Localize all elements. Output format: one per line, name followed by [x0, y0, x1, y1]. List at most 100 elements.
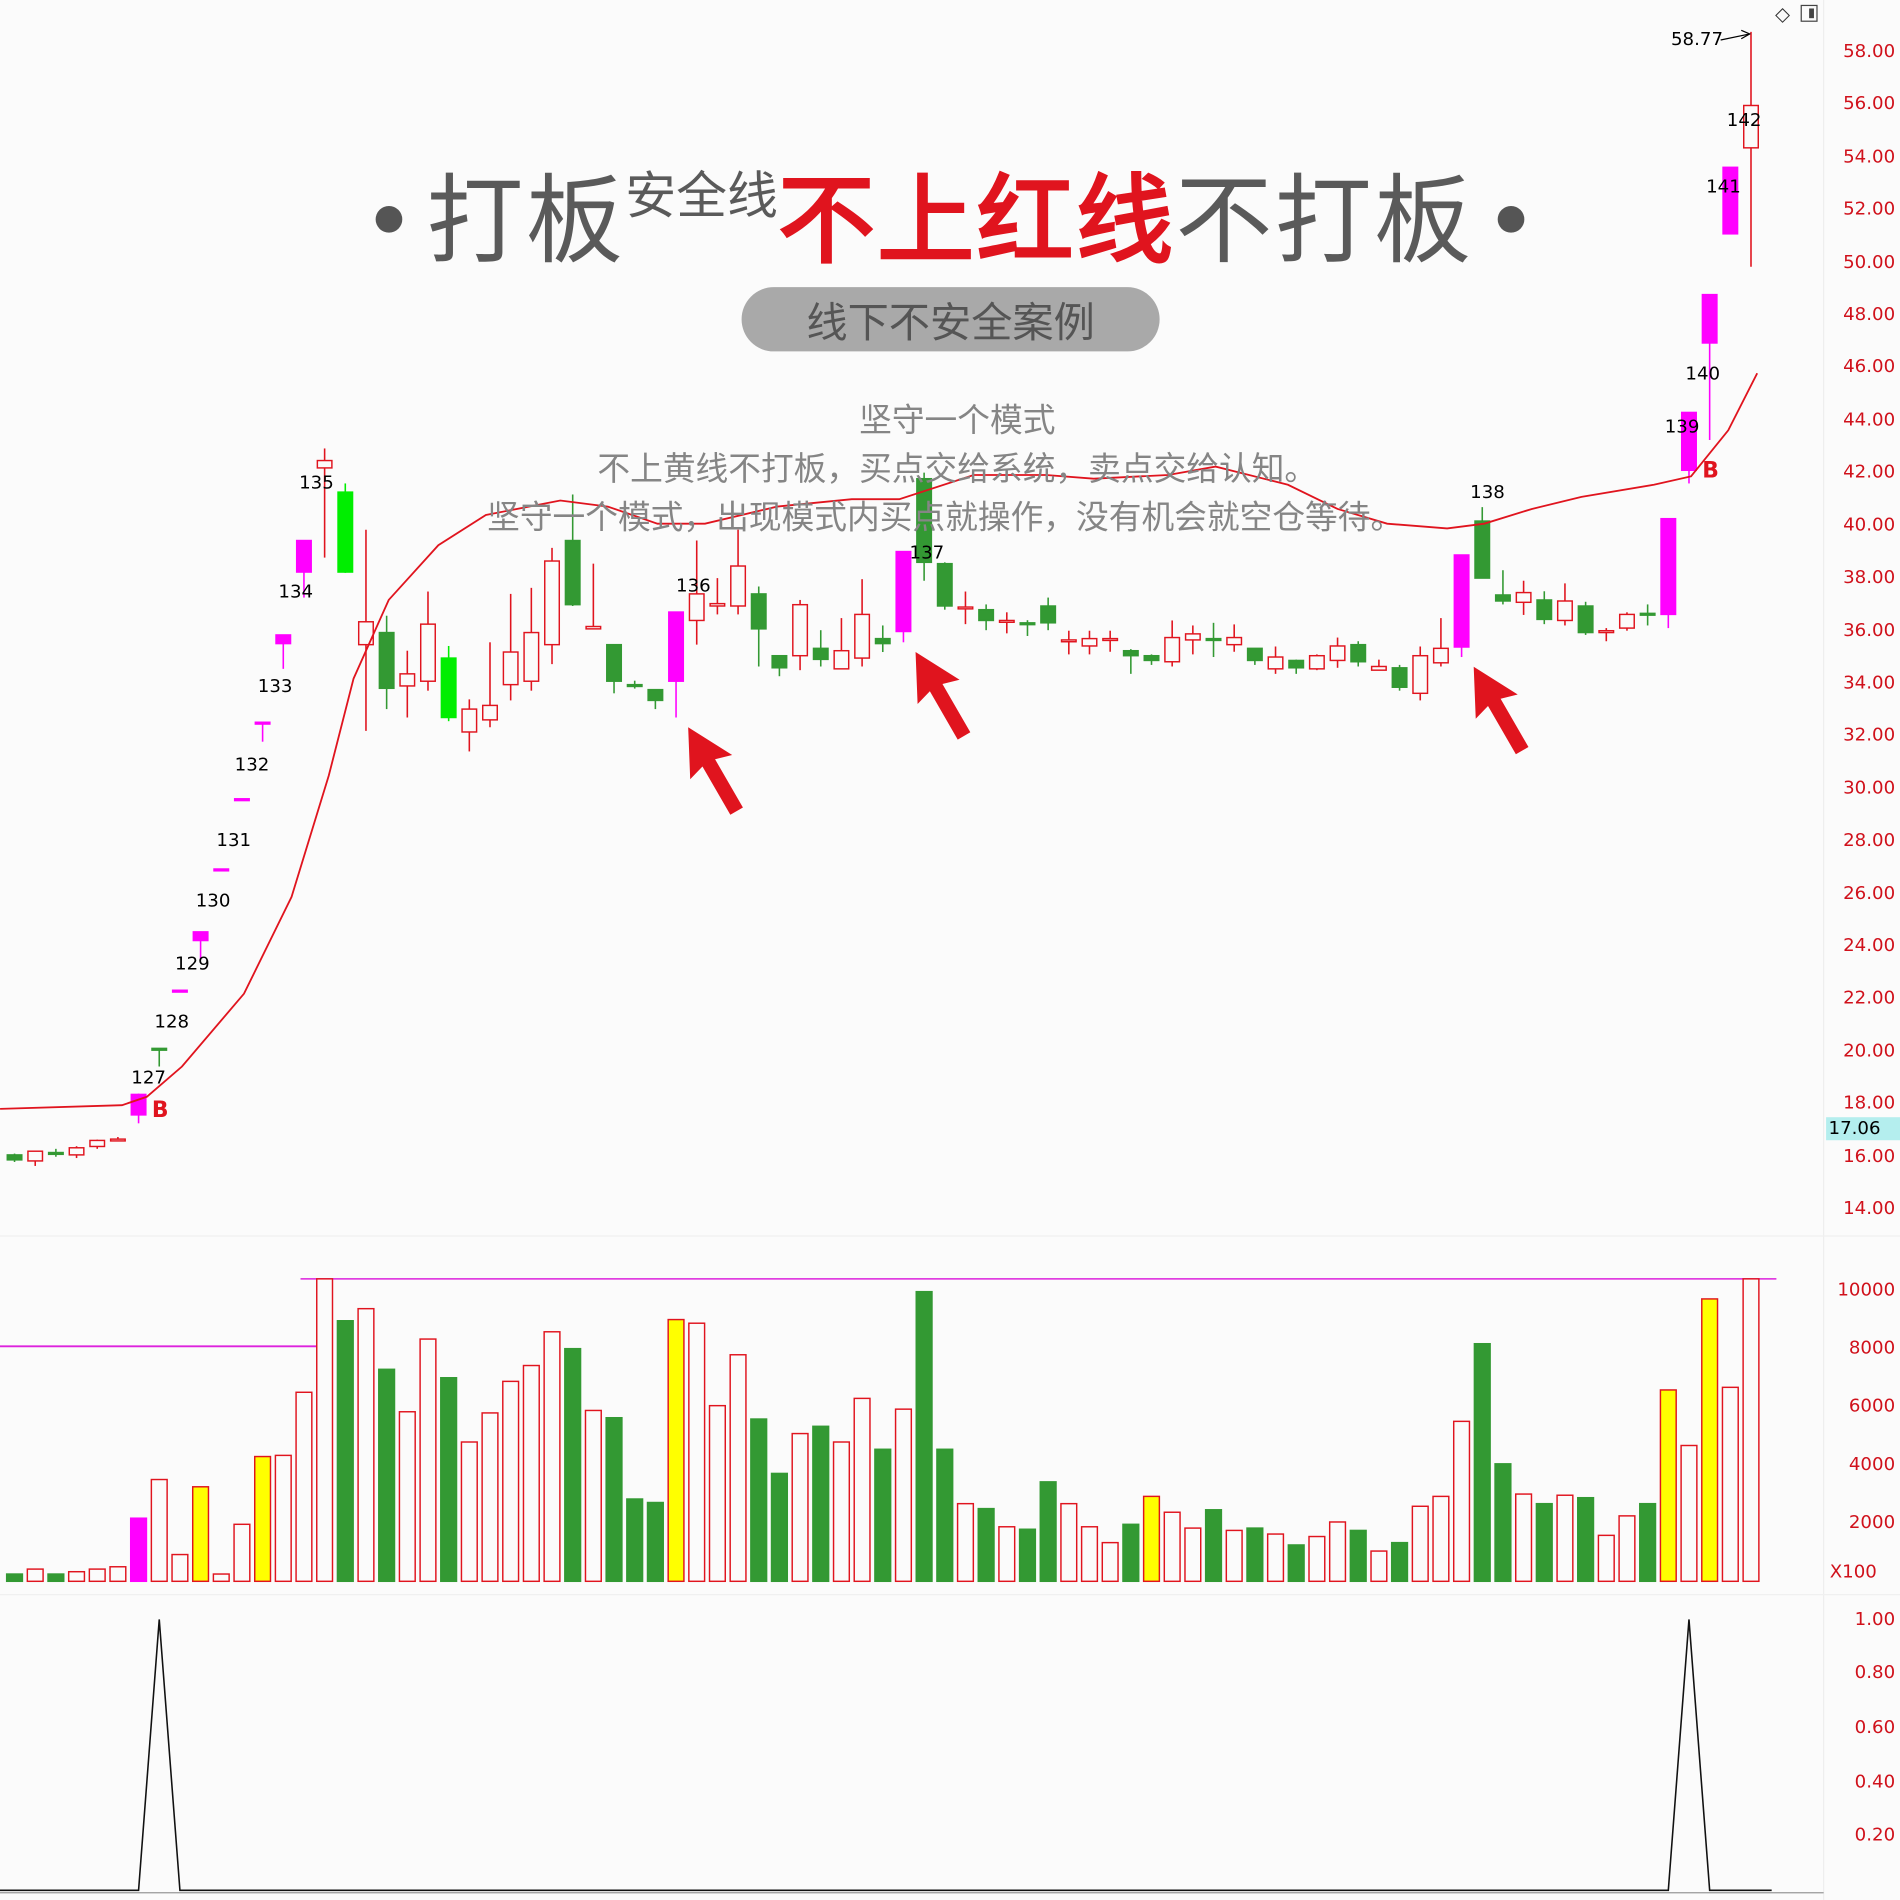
volume-bar	[1184, 1527, 1202, 1583]
volume-bar	[1639, 1502, 1657, 1583]
volume-bar	[398, 1411, 416, 1583]
price-axis-tick: 18.00	[1843, 1091, 1896, 1114]
candle-body	[750, 593, 767, 630]
volume-bar	[419, 1338, 437, 1583]
candle-body	[1660, 517, 1677, 616]
price-axis-tick: 54.00	[1843, 145, 1896, 167]
candle-body	[295, 539, 312, 573]
candle-body	[1246, 647, 1263, 662]
price-axis-tick: 44.00	[1843, 408, 1896, 430]
candle-body	[730, 565, 747, 607]
volume-bar	[708, 1404, 726, 1583]
volume-bar	[853, 1397, 871, 1583]
price-axis-tick: 14.00	[1843, 1197, 1896, 1220]
volume-bar	[977, 1507, 995, 1583]
volume-axis-tick: 4000	[1848, 1452, 1896, 1475]
red-arrow-icon	[915, 651, 971, 740]
volume-bar	[564, 1347, 582, 1583]
indicator-axis-tick: 0.60	[1854, 1715, 1896, 1738]
candle-body	[606, 643, 623, 682]
price-axis-tick: 28.00	[1843, 828, 1896, 851]
volume-bar	[915, 1290, 933, 1583]
candle-body	[1164, 636, 1181, 663]
volume-bar	[1266, 1533, 1285, 1583]
candle-body	[254, 721, 271, 725]
subtitle-pill: 线下不安全案例	[741, 287, 1160, 352]
volume-bar	[1163, 1511, 1181, 1583]
volume-bar	[254, 1455, 272, 1583]
volume-bar	[129, 1517, 148, 1583]
diamond-icon[interactable]: ◇	[1775, 2, 1791, 26]
candle-label: 139	[1664, 416, 1700, 438]
candle-body	[688, 593, 705, 622]
candle-body	[647, 688, 664, 702]
candle-body	[1701, 293, 1718, 344]
price-axis-tick: 42.00	[1843, 460, 1896, 483]
candle-label: 127	[131, 1065, 167, 1088]
candle-body	[626, 683, 643, 688]
max-price-arrow-head	[1740, 29, 1752, 40]
candle-body	[1184, 633, 1201, 641]
panel-toggle-icon[interactable]	[1800, 4, 1818, 22]
title-part-2: 安全线	[625, 166, 778, 226]
candle-body	[833, 649, 850, 670]
volume-bar	[171, 1553, 189, 1583]
title-part-4: 不打板	[1175, 164, 1474, 278]
candle-label: 137	[909, 541, 945, 564]
candle-body	[399, 673, 416, 687]
volume-bar	[1680, 1444, 1698, 1583]
candle-body	[1081, 637, 1098, 647]
candle-body	[1122, 649, 1139, 657]
caption-line-1: 坚守一个模式	[859, 402, 1056, 440]
price-axis-tick: 40.00	[1843, 513, 1896, 536]
volume-bar	[233, 1523, 251, 1583]
candle-body	[668, 611, 685, 682]
volume-bar	[832, 1441, 851, 1583]
volume-bar	[1535, 1502, 1553, 1583]
volume-bar	[109, 1566, 127, 1583]
candle-body	[1453, 554, 1470, 648]
candle-label: 142	[1726, 109, 1762, 132]
red-arrow-shape	[1473, 666, 1529, 755]
candle-body	[1722, 166, 1739, 235]
volume-bar	[1577, 1496, 1595, 1583]
volume-bar	[1287, 1544, 1305, 1583]
volume-bar	[1308, 1535, 1326, 1583]
price-axis-tick: 32.00	[1843, 723, 1896, 746]
candle-body	[1205, 637, 1222, 642]
volume-axis-tick: 10000	[1837, 1278, 1896, 1301]
volume-bar	[1370, 1550, 1388, 1583]
candle-body	[564, 539, 581, 606]
volume-bar	[316, 1278, 334, 1583]
volume-bar	[1618, 1515, 1636, 1583]
candle-body	[151, 1047, 168, 1051]
bullet-dot-left	[375, 205, 403, 233]
volume-bar	[1432, 1495, 1450, 1583]
bullet-dot-right	[1497, 205, 1525, 233]
volume-bar	[378, 1368, 396, 1583]
volume-bar	[5, 1573, 24, 1583]
candle-label: 136	[676, 574, 711, 597]
volume-bar	[956, 1502, 975, 1583]
candle-body	[233, 798, 250, 802]
candle-body	[957, 606, 974, 610]
indicator-axis-tick: 0.80	[1854, 1661, 1896, 1684]
buy-marker: B	[1702, 457, 1719, 484]
candle-body	[1370, 665, 1387, 671]
volume-bar	[1080, 1526, 1099, 1583]
candle-body	[171, 989, 188, 993]
candle-body	[874, 637, 891, 645]
candle-body	[1577, 605, 1594, 634]
candle-body	[1019, 622, 1036, 626]
volume-bar	[1328, 1521, 1347, 1583]
candle-body	[109, 1138, 126, 1142]
candle-body	[1288, 659, 1305, 669]
volume-bar	[791, 1432, 809, 1583]
candle-body	[419, 623, 436, 682]
volume-bar	[667, 1318, 685, 1583]
volume-axis-tick: 6000	[1848, 1394, 1896, 1417]
volume-bar	[1018, 1528, 1037, 1583]
volume-bar	[1659, 1389, 1677, 1583]
